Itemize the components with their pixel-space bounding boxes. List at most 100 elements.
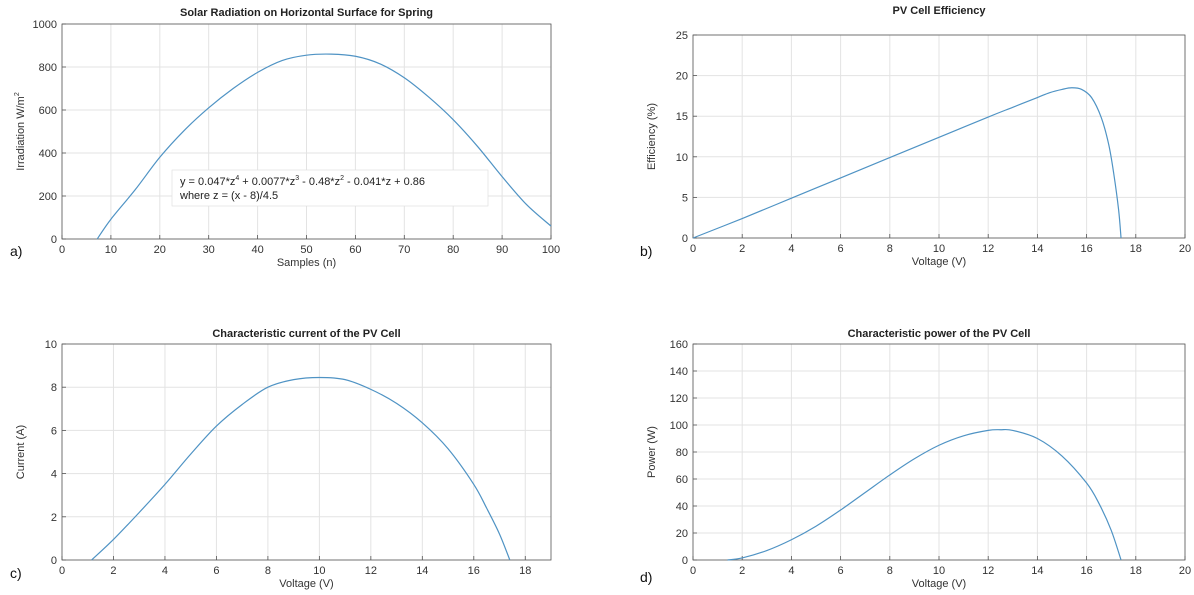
x-tick-label: 16 bbox=[1080, 565, 1092, 577]
x-tick-label: 18 bbox=[519, 565, 531, 577]
x-tick-label: 60 bbox=[349, 244, 361, 256]
chart-title: Solar Radiation on Horizontal Surface fo… bbox=[180, 7, 433, 19]
x-tick-label: 80 bbox=[447, 244, 459, 256]
y-tick-label: 15 bbox=[676, 111, 688, 123]
x-axis-label: Voltage (V) bbox=[912, 256, 966, 268]
x-tick-label: 14 bbox=[1031, 243, 1043, 255]
chart-panel-4: 0 2 4 6 8 10 12 14 16 18 20 0 20 40 60 80 100 120 140 160 Ch… bbox=[640, 328, 1191, 590]
chart-title: Characteristic power of the PV Cell bbox=[848, 328, 1031, 340]
x-tick-label: 20 bbox=[1179, 243, 1191, 255]
x-tick-label: 14 bbox=[416, 565, 428, 577]
x-tick-label: 18 bbox=[1130, 243, 1142, 255]
x-tick-label: 6 bbox=[838, 243, 844, 255]
x-tick-label: 100 bbox=[542, 244, 560, 256]
x-tick-label: 6 bbox=[838, 565, 844, 577]
y-tick-label: 120 bbox=[670, 393, 688, 405]
y-tick-label: 8 bbox=[51, 382, 57, 394]
equation-box bbox=[171, 169, 489, 207]
equation-term: - 0.041*z + 0.86 bbox=[344, 176, 425, 188]
y-tick-label: 0 bbox=[51, 555, 57, 567]
y-tick-label: 0 bbox=[682, 555, 688, 567]
x-tick-label: 0 bbox=[59, 565, 65, 577]
x-tick-label: 8 bbox=[265, 565, 271, 577]
x-tick-label: 4 bbox=[788, 243, 794, 255]
series-line bbox=[692, 87, 1122, 239]
equation-line-2: where z = (x - 8)/4.5 bbox=[179, 190, 278, 202]
x-tick-label: 12 bbox=[365, 565, 377, 577]
chart-panel-3: 0 2 4 6 8 10 12 14 16 18 0 2 4 6 8 10 Characteristic cur… bbox=[10, 328, 552, 590]
equation-term: y = 0.047*z bbox=[180, 176, 235, 188]
equation-exponent: 2 bbox=[340, 175, 344, 182]
panel-label: d) bbox=[640, 569, 652, 585]
y-axis-label: Power (W) bbox=[646, 426, 658, 478]
y-axis-label: Current (A) bbox=[15, 425, 27, 479]
x-tick-label: 20 bbox=[1179, 565, 1191, 577]
y-tick-label: 20 bbox=[676, 528, 688, 540]
y-tick-label: 6 bbox=[51, 425, 57, 437]
x-axis-label: Voltage (V) bbox=[279, 578, 333, 590]
y-tick-label: 1000 bbox=[33, 19, 57, 31]
equation-exponent: 4 bbox=[235, 175, 239, 182]
y-tick-label: 5 bbox=[682, 192, 688, 204]
x-tick-label: 20 bbox=[154, 244, 166, 256]
y-tick-label: 100 bbox=[670, 420, 688, 432]
equation-term: + 0.0077*z bbox=[239, 176, 295, 188]
x-tick-label: 8 bbox=[887, 243, 893, 255]
equation-term: - 0.48*z bbox=[299, 176, 340, 188]
y-tick-label: 400 bbox=[39, 148, 57, 160]
y-tick-label: 0 bbox=[51, 234, 57, 246]
y-tick-label: 60 bbox=[676, 474, 688, 486]
plot-area bbox=[62, 344, 551, 560]
y-tick-label: 800 bbox=[39, 62, 57, 74]
y-tick-label: 2 bbox=[51, 512, 57, 524]
x-tick-label: 0 bbox=[690, 565, 696, 577]
y-tick-label: 140 bbox=[670, 366, 688, 378]
x-tick-label: 18 bbox=[1130, 565, 1142, 577]
series-line bbox=[91, 376, 511, 561]
x-tick-label: 2 bbox=[739, 565, 745, 577]
y-tick-label: 10 bbox=[45, 339, 57, 351]
y-tick-label: 25 bbox=[676, 30, 688, 42]
y-axis-label: Efficiency (%) bbox=[646, 103, 658, 170]
x-tick-label: 16 bbox=[468, 565, 480, 577]
x-tick-label: 10 bbox=[313, 565, 325, 577]
y-tick-label: 160 bbox=[670, 339, 688, 351]
series-line bbox=[96, 53, 552, 240]
x-tick-label: 6 bbox=[213, 565, 219, 577]
y-tick-label: 4 bbox=[51, 469, 57, 481]
y-tick-label: 200 bbox=[39, 191, 57, 203]
chart-title: Characteristic current of the PV Cell bbox=[212, 328, 400, 340]
equation-exponent: 3 bbox=[295, 175, 299, 182]
x-tick-label: 70 bbox=[398, 244, 410, 256]
chart-panel-2: 0 2 4 6 8 10 12 14 16 18 20 0 5 10 15 20 25 PV Cell Effic… bbox=[640, 5, 1191, 268]
x-tick-label: 12 bbox=[982, 243, 994, 255]
series-line bbox=[727, 428, 1122, 561]
x-tick-label: 10 bbox=[105, 244, 117, 256]
y-axis-label: Irradiation W/m2 bbox=[14, 92, 27, 171]
panel-label: c) bbox=[10, 565, 22, 581]
panel-label: b) bbox=[640, 243, 652, 259]
y-tick-label: 0 bbox=[682, 233, 688, 245]
x-tick-label: 8 bbox=[887, 565, 893, 577]
x-tick-label: 4 bbox=[162, 565, 168, 577]
x-tick-label: 2 bbox=[739, 243, 745, 255]
x-tick-label: 0 bbox=[690, 243, 696, 255]
chart-title: PV Cell Efficiency bbox=[893, 5, 987, 17]
x-tick-label: 12 bbox=[982, 565, 994, 577]
y-tick-label: 80 bbox=[676, 447, 688, 459]
equation-line-1: y = 0.047*z4 + 0.0077*z3 - 0.48*z2 - 0.0… bbox=[180, 175, 425, 188]
x-tick-label: 16 bbox=[1080, 243, 1092, 255]
chart-panel-1: 0 10 20 30 40 50 60 70 80 90 10002004006008001000S… bbox=[10, 7, 560, 269]
x-tick-label: 10 bbox=[933, 565, 945, 577]
x-tick-label: 0 bbox=[59, 244, 65, 256]
y-tick-label: 600 bbox=[39, 105, 57, 117]
axes-box bbox=[61, 343, 552, 561]
y-tick-label: 40 bbox=[676, 501, 688, 513]
x-tick-label: 2 bbox=[110, 565, 116, 577]
x-axis-label: Voltage (V) bbox=[912, 578, 966, 590]
x-axis-label: Samples (n) bbox=[277, 257, 336, 269]
x-tick-label: 10 bbox=[933, 243, 945, 255]
y-tick-label: 10 bbox=[676, 152, 688, 164]
x-tick-label: 14 bbox=[1031, 565, 1043, 577]
